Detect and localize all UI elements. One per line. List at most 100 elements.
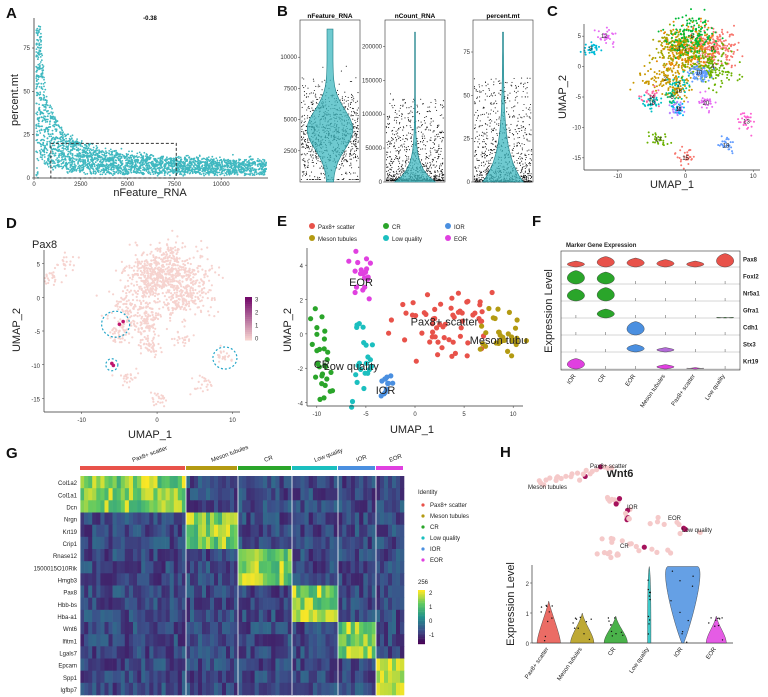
jitter-point (438, 124, 440, 126)
jitter-point (355, 135, 357, 137)
cell-point (179, 156, 182, 159)
cell-point (79, 155, 82, 157)
cell-point (36, 69, 39, 72)
jitter-point (530, 150, 532, 152)
jitter-point (317, 178, 319, 180)
cell-point (108, 166, 110, 168)
cell-point (90, 164, 93, 167)
jitter-point (515, 97, 517, 99)
jitter-point (399, 149, 401, 151)
cell-point (210, 160, 213, 163)
title-a: -0.38 (143, 16, 157, 22)
jitter-point (517, 90, 519, 92)
jitter-point (440, 171, 443, 173)
jitter-point (405, 146, 407, 148)
cell-point (51, 159, 54, 162)
jitter-point (434, 140, 436, 142)
jitter-point (488, 89, 490, 91)
cell-point (168, 158, 170, 160)
jitter-point (345, 155, 347, 157)
jitter-point (518, 130, 520, 132)
jitter-point (429, 139, 431, 141)
jitter-point (475, 150, 477, 152)
cell-point (54, 148, 57, 150)
y-tick-label-b: 7500 (284, 86, 298, 92)
cell-point (180, 158, 183, 161)
jitter-point (351, 154, 353, 156)
cell-point (60, 160, 62, 162)
panel-letter-f: F (532, 213, 541, 230)
cell-point (42, 83, 45, 85)
cell-point (61, 136, 64, 139)
cell-point (61, 129, 64, 132)
cell-point (37, 122, 40, 125)
jitter-point (524, 82, 526, 84)
cell-point (89, 161, 91, 164)
cell-point (84, 147, 87, 150)
jitter-point (400, 139, 402, 142)
cell-point (93, 151, 95, 154)
cell-point (39, 96, 41, 99)
cell-point (36, 130, 39, 133)
jitter-point (313, 165, 315, 167)
jitter-point (435, 102, 437, 105)
jitter-point (425, 162, 427, 164)
jitter-point (430, 118, 432, 120)
cell-point (76, 153, 79, 155)
jitter-point (479, 173, 481, 175)
cell-point (66, 168, 68, 171)
jitter-point (528, 124, 530, 126)
cell-point (36, 32, 39, 35)
jitter-point (394, 111, 396, 113)
jitter-point (519, 136, 521, 139)
cell-point (74, 154, 77, 157)
jitter-point (428, 167, 430, 170)
cell-point (89, 142, 91, 145)
cell-point (36, 151, 39, 154)
cell-point (62, 147, 64, 149)
jitter-point (489, 95, 491, 97)
jitter-point (530, 180, 532, 182)
jitter-point (402, 160, 404, 162)
cell-point (194, 168, 197, 171)
cell-point (78, 164, 81, 167)
jitter-point (437, 178, 440, 180)
jitter-point (307, 138, 309, 140)
cell-point (84, 159, 86, 161)
jitter-point (319, 161, 321, 163)
jitter-point (302, 145, 304, 148)
jitter-point (421, 163, 423, 165)
jitter-point (400, 145, 402, 147)
jitter-point (355, 150, 357, 152)
cell-point (40, 156, 43, 159)
cell-point (205, 164, 208, 167)
jitter-point (389, 145, 391, 147)
jitter-point (345, 65, 347, 67)
jitter-point (429, 165, 431, 167)
data-point (40, 72, 43, 76)
jitter-point (356, 109, 358, 111)
cell-point (41, 154, 44, 157)
jitter-point (439, 176, 441, 178)
panel-b-violins: nFeature_RNA25005000750010000nCount_RNA0… (280, 13, 534, 186)
cell-point (43, 85, 45, 88)
cell-point (165, 160, 167, 163)
cell-point (40, 39, 43, 42)
cell-point (41, 54, 44, 57)
cell-point (165, 163, 167, 166)
jitter-point (411, 111, 413, 113)
cell-point (146, 167, 149, 170)
jitter-point (313, 151, 315, 153)
cell-point (212, 172, 215, 175)
cell-point (42, 98, 45, 101)
jitter-point (355, 77, 357, 79)
jitter-point (315, 162, 318, 164)
jitter-point (392, 133, 394, 135)
jitter-point (412, 129, 414, 131)
jitter-point (527, 175, 529, 177)
jitter-point (306, 153, 308, 155)
jitter-point (356, 155, 359, 157)
cell-point (72, 167, 75, 170)
jitter-point (352, 123, 354, 125)
jitter-point (387, 118, 389, 120)
